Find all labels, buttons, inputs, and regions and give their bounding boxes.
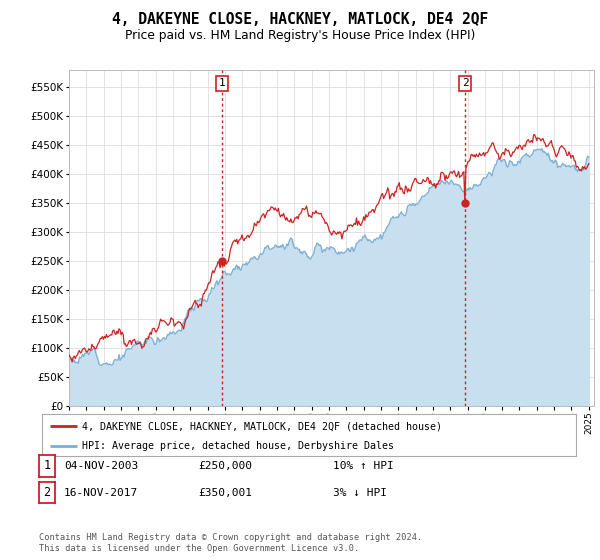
Text: 4, DAKEYNE CLOSE, HACKNEY, MATLOCK, DE4 2QF (detached house): 4, DAKEYNE CLOSE, HACKNEY, MATLOCK, DE4 …	[82, 421, 442, 431]
Text: £350,001: £350,001	[198, 488, 252, 498]
Text: £250,000: £250,000	[198, 461, 252, 471]
Text: 1: 1	[43, 459, 50, 473]
Text: 2: 2	[462, 78, 469, 88]
Text: 2: 2	[43, 486, 50, 500]
Text: 3% ↓ HPI: 3% ↓ HPI	[333, 488, 387, 498]
Text: 4, DAKEYNE CLOSE, HACKNEY, MATLOCK, DE4 2QF: 4, DAKEYNE CLOSE, HACKNEY, MATLOCK, DE4 …	[112, 12, 488, 27]
Text: HPI: Average price, detached house, Derbyshire Dales: HPI: Average price, detached house, Derb…	[82, 441, 394, 451]
Text: Contains HM Land Registry data © Crown copyright and database right 2024.
This d: Contains HM Land Registry data © Crown c…	[39, 533, 422, 553]
Text: 10% ↑ HPI: 10% ↑ HPI	[333, 461, 394, 471]
Text: 16-NOV-2017: 16-NOV-2017	[64, 488, 139, 498]
Text: 04-NOV-2003: 04-NOV-2003	[64, 461, 139, 471]
Text: 1: 1	[219, 78, 226, 88]
Text: Price paid vs. HM Land Registry's House Price Index (HPI): Price paid vs. HM Land Registry's House …	[125, 29, 475, 42]
